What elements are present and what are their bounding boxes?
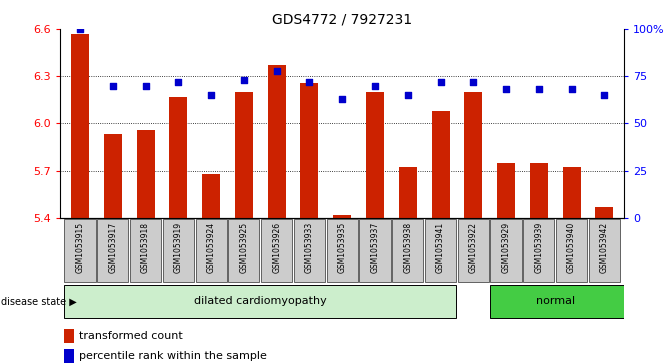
FancyBboxPatch shape bbox=[163, 219, 194, 282]
Bar bbox=[104, 134, 122, 218]
Text: GSM1053929: GSM1053929 bbox=[501, 222, 511, 273]
Point bbox=[140, 83, 151, 89]
Text: GSM1053915: GSM1053915 bbox=[76, 222, 85, 273]
Bar bbox=[333, 215, 351, 218]
Text: GSM1053941: GSM1053941 bbox=[436, 222, 445, 273]
Text: dilated cardiomyopathy: dilated cardiomyopathy bbox=[194, 296, 327, 306]
Point bbox=[566, 86, 577, 92]
Bar bbox=[64, 329, 74, 343]
Point bbox=[304, 79, 315, 85]
FancyBboxPatch shape bbox=[64, 219, 95, 282]
Text: GSM1053940: GSM1053940 bbox=[567, 222, 576, 273]
FancyBboxPatch shape bbox=[392, 219, 423, 282]
Point bbox=[238, 77, 249, 83]
Bar bbox=[64, 349, 74, 363]
Bar bbox=[235, 92, 253, 218]
Text: GSM1053918: GSM1053918 bbox=[141, 222, 150, 273]
Point bbox=[337, 96, 348, 102]
Bar bbox=[464, 92, 482, 218]
Point bbox=[403, 92, 413, 98]
Point bbox=[468, 79, 478, 85]
Point bbox=[435, 79, 446, 85]
FancyBboxPatch shape bbox=[195, 219, 227, 282]
Point bbox=[533, 86, 544, 92]
Bar bbox=[562, 167, 580, 218]
Bar bbox=[399, 167, 417, 218]
Point bbox=[173, 79, 184, 85]
Bar bbox=[268, 65, 286, 218]
Text: GSM1053942: GSM1053942 bbox=[600, 222, 609, 273]
Text: GSM1053926: GSM1053926 bbox=[272, 222, 281, 273]
Text: GSM1053935: GSM1053935 bbox=[338, 222, 347, 273]
Text: GSM1053937: GSM1053937 bbox=[370, 222, 380, 273]
Text: GSM1053919: GSM1053919 bbox=[174, 222, 183, 273]
FancyBboxPatch shape bbox=[97, 219, 128, 282]
Bar bbox=[366, 92, 384, 218]
Point bbox=[74, 26, 85, 32]
Bar bbox=[169, 97, 187, 218]
Bar bbox=[497, 163, 515, 218]
Bar bbox=[530, 163, 548, 218]
Text: GSM1053917: GSM1053917 bbox=[108, 222, 117, 273]
FancyBboxPatch shape bbox=[360, 219, 391, 282]
FancyBboxPatch shape bbox=[491, 285, 653, 318]
Bar bbox=[202, 174, 220, 218]
Text: percentile rank within the sample: percentile rank within the sample bbox=[79, 351, 266, 361]
FancyBboxPatch shape bbox=[588, 219, 620, 282]
Point bbox=[206, 92, 217, 98]
Title: GDS4772 / 7927231: GDS4772 / 7927231 bbox=[272, 12, 412, 26]
Text: GSM1053922: GSM1053922 bbox=[469, 222, 478, 273]
Bar bbox=[137, 130, 154, 218]
Bar bbox=[301, 82, 319, 218]
FancyBboxPatch shape bbox=[228, 219, 260, 282]
Text: GSM1053933: GSM1053933 bbox=[305, 222, 314, 273]
Text: GSM1053924: GSM1053924 bbox=[207, 222, 215, 273]
FancyBboxPatch shape bbox=[491, 219, 521, 282]
Point bbox=[599, 92, 610, 98]
Bar bbox=[431, 111, 450, 218]
FancyBboxPatch shape bbox=[294, 219, 325, 282]
Text: transformed count: transformed count bbox=[79, 331, 183, 341]
FancyBboxPatch shape bbox=[425, 219, 456, 282]
Text: normal: normal bbox=[537, 296, 576, 306]
FancyBboxPatch shape bbox=[556, 219, 587, 282]
Text: GSM1053925: GSM1053925 bbox=[240, 222, 248, 273]
FancyBboxPatch shape bbox=[523, 219, 554, 282]
Text: GSM1053938: GSM1053938 bbox=[403, 222, 412, 273]
Point bbox=[370, 83, 380, 89]
Point bbox=[107, 83, 118, 89]
FancyBboxPatch shape bbox=[64, 285, 456, 318]
Text: GSM1053939: GSM1053939 bbox=[534, 222, 544, 273]
Bar bbox=[595, 207, 613, 218]
Text: disease state ▶: disease state ▶ bbox=[1, 296, 77, 306]
FancyBboxPatch shape bbox=[130, 219, 161, 282]
Point bbox=[501, 86, 511, 92]
Bar bbox=[71, 34, 89, 218]
Point bbox=[271, 68, 282, 73]
FancyBboxPatch shape bbox=[261, 219, 293, 282]
FancyBboxPatch shape bbox=[458, 219, 489, 282]
FancyBboxPatch shape bbox=[327, 219, 358, 282]
